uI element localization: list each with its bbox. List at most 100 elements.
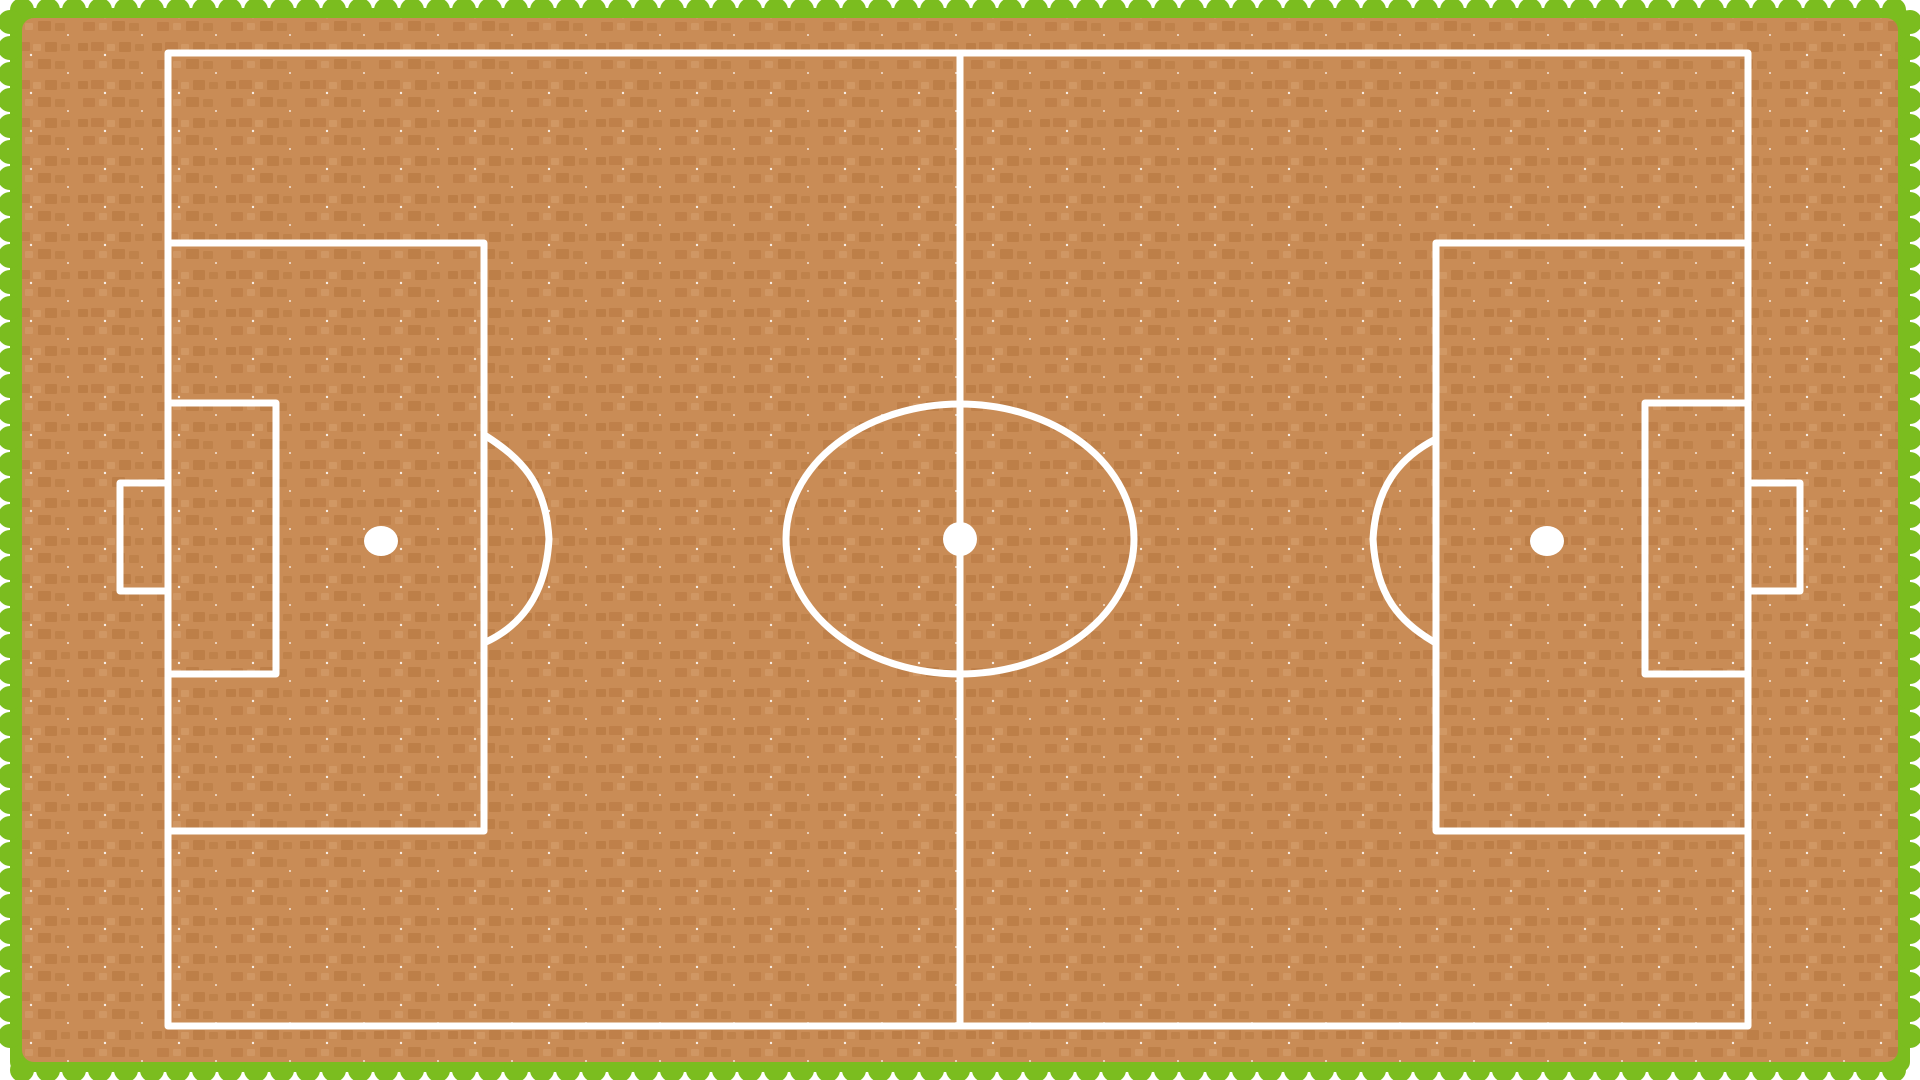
grass-tuft (1388, 0, 1412, 22)
grass-tuft (88, 1058, 112, 1080)
grass-tuft (1856, 1058, 1880, 1080)
grass-tuft (244, 0, 268, 22)
right-penalty-arc (1369, 436, 1438, 646)
grass-tuft (1128, 1058, 1152, 1080)
grass-tuft (478, 0, 502, 22)
grass-tuft (0, 946, 22, 970)
center-spot (943, 522, 977, 556)
grass-tuft (868, 1058, 892, 1080)
grass-tuft (842, 0, 866, 22)
grass-tuft (0, 322, 22, 346)
grass-tuft (1336, 0, 1360, 22)
grass-tuft (1622, 0, 1646, 22)
grass-tuft (140, 1058, 164, 1080)
grass-tuft (1898, 166, 1920, 190)
grass-tuft (1898, 62, 1920, 86)
grass-tuft (1024, 0, 1048, 22)
grass-tuft (1128, 0, 1152, 22)
grass-tuft (1898, 868, 1920, 892)
grass-tuft (0, 582, 22, 606)
grass-tuft (1898, 426, 1920, 450)
grass-tuft (712, 1058, 736, 1080)
grass-tuft (374, 1058, 398, 1080)
grass-tuft (1898, 738, 1920, 762)
grass-tuft (0, 816, 22, 840)
grass-tuft (764, 1058, 788, 1080)
grass-tuft (1898, 192, 1920, 216)
grass-tuft (894, 0, 918, 22)
grass-tuft (0, 608, 22, 632)
grass-tuft (998, 0, 1022, 22)
grass-tuft (1050, 1058, 1074, 1080)
grass-tuft (1898, 140, 1920, 164)
grass-tuft (634, 1058, 658, 1080)
grass-tuft (1898, 972, 1920, 996)
grass-tuft (1206, 1058, 1230, 1080)
grass-tuft (1284, 0, 1308, 22)
grass-tuft (0, 36, 22, 60)
grass-tuft (1648, 0, 1672, 22)
grass-tuft (0, 998, 22, 1022)
grass-tuft (1466, 0, 1490, 22)
left-penalty-spot (364, 526, 398, 556)
grass-tuft (0, 140, 22, 164)
grass-tuft (608, 0, 632, 22)
grass-tuft (0, 972, 22, 996)
grass-tuft (140, 0, 164, 22)
grass-tuft (1778, 0, 1802, 22)
grass-tuft (1258, 1058, 1282, 1080)
grass-tuft (1336, 1058, 1360, 1080)
grass-tuft (764, 0, 788, 22)
grass-tuft (920, 1058, 944, 1080)
grass-tuft (0, 868, 22, 892)
grass-tuft (1050, 0, 1074, 22)
grass-tuft (0, 10, 22, 34)
grass-tuft (1284, 1058, 1308, 1080)
grass-tuft (0, 244, 22, 268)
grass-tuft (400, 1058, 424, 1080)
grass-tuft (1596, 0, 1620, 22)
grass-tuft (1898, 270, 1920, 294)
grass-tuft (582, 1058, 606, 1080)
grass-tuft (0, 634, 22, 658)
grass-tuft (1076, 0, 1100, 22)
grass-tuft (1414, 1058, 1438, 1080)
grass-tuft (1544, 0, 1568, 22)
grass-tuft (426, 1058, 450, 1080)
grass-tuft (686, 1058, 710, 1080)
grass-tuft (192, 0, 216, 22)
grass-tuft (0, 270, 22, 294)
grass-tuft (296, 1058, 320, 1080)
grass-tuft (1310, 1058, 1334, 1080)
grass-tuft (0, 478, 22, 502)
grass-tuft (816, 0, 840, 22)
grass-tuft (0, 894, 22, 918)
grass-tuft (1898, 218, 1920, 242)
grass-tuft (0, 764, 22, 788)
grass-tuft (1622, 1058, 1646, 1080)
right-goal (1744, 479, 1804, 595)
grass-tuft (0, 1024, 22, 1048)
grass-tuft (0, 738, 22, 762)
grass-tuft (1898, 712, 1920, 736)
grass-tuft (0, 166, 22, 190)
grass-tuft (1388, 1058, 1412, 1080)
grass-tuft (452, 1058, 476, 1080)
grass-tuft (1898, 322, 1920, 346)
grass-tuft (1898, 608, 1920, 632)
left-goal (116, 479, 172, 595)
grass-tuft (1258, 0, 1282, 22)
grass-tuft (556, 1058, 580, 1080)
grass-tuft (1154, 1058, 1178, 1080)
grass-tuft (1898, 764, 1920, 788)
grass-tuft (1898, 296, 1920, 320)
grass-tuft (1898, 478, 1920, 502)
grass-tuft (1674, 0, 1698, 22)
grass-tuft (62, 0, 86, 22)
grass-tuft (1898, 998, 1920, 1022)
grass-tuft (972, 1058, 996, 1080)
grass-tuft (1898, 400, 1920, 424)
grass-tuft (556, 0, 580, 22)
grass-tuft (0, 920, 22, 944)
grass-tuft (1898, 88, 1920, 112)
